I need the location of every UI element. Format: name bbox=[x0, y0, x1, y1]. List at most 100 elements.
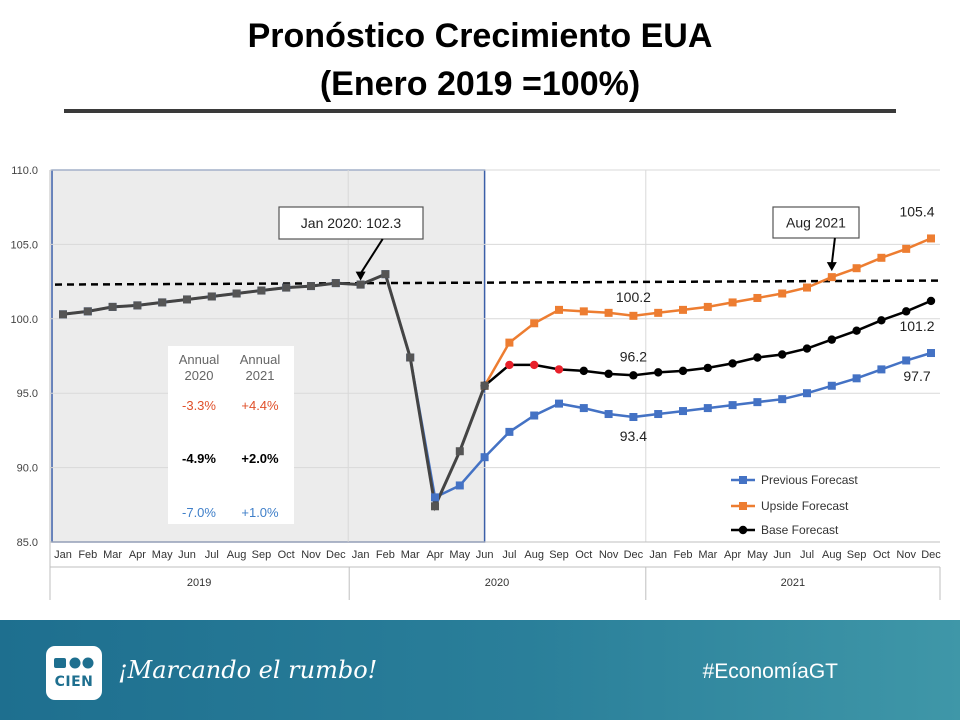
point-label: 100.2 bbox=[616, 289, 651, 305]
x-tick-label: May bbox=[747, 549, 768, 561]
previous-forecast-point bbox=[778, 395, 787, 404]
previous-forecast-point bbox=[852, 374, 861, 383]
x-tick-label: Sep bbox=[847, 549, 867, 561]
annual-table-cell: +2.0% bbox=[241, 451, 279, 466]
annual-table-header: 2020 bbox=[185, 368, 214, 383]
point-label: 96.2 bbox=[620, 348, 647, 364]
x-tick-label: May bbox=[152, 549, 173, 561]
x-tick-label: Dec bbox=[326, 549, 346, 561]
previous-forecast-point bbox=[877, 365, 886, 374]
historical-actual-point bbox=[356, 280, 365, 289]
previous-forecast-point bbox=[455, 481, 464, 490]
x-tick-label: Sep bbox=[549, 549, 569, 561]
annual-table-cell: -7.0% bbox=[182, 505, 216, 520]
point-label: 93.4 bbox=[620, 428, 647, 444]
historical-actual-point bbox=[59, 310, 67, 319]
x-tick-label: Feb bbox=[78, 549, 97, 561]
base-forecast-point bbox=[505, 360, 514, 370]
callout-jan-2020-arrowhead bbox=[355, 271, 366, 281]
upside-forecast-point bbox=[927, 234, 935, 243]
annual-table-cell: -3.3% bbox=[182, 398, 216, 413]
upside-forecast-point bbox=[753, 293, 762, 302]
base-forecast-point bbox=[802, 344, 812, 353]
upside-forecast-point bbox=[728, 298, 737, 307]
logo-text: CIEN bbox=[54, 674, 94, 690]
x-tick-label: Aug bbox=[822, 549, 842, 561]
base-forecast-point bbox=[753, 353, 762, 362]
upside-forecast-point bbox=[579, 307, 588, 316]
historical-actual-point bbox=[480, 381, 489, 390]
upside-forecast-point bbox=[629, 311, 638, 320]
upside-forecast-point bbox=[827, 273, 836, 282]
x-tick-label: Feb bbox=[674, 549, 693, 561]
historical-actual-point bbox=[207, 292, 216, 301]
upside-forecast-point bbox=[902, 244, 911, 253]
upside-forecast-line bbox=[483, 237, 932, 387]
previous-forecast-point bbox=[604, 410, 613, 419]
previous-forecast-point bbox=[703, 404, 712, 413]
x-tick-label: Nov bbox=[896, 549, 916, 561]
base-forecast-point bbox=[629, 371, 638, 380]
x-tick-label: Jul bbox=[800, 549, 814, 561]
annual-table-bg bbox=[168, 346, 294, 524]
annual-table-header: 2021 bbox=[246, 368, 275, 383]
x-tick-label: Oct bbox=[278, 549, 295, 561]
upside-forecast-point bbox=[778, 289, 787, 298]
base-forecast-point bbox=[530, 360, 539, 370]
x-tick-label: Jun bbox=[178, 549, 196, 561]
x-tick-label: Jul bbox=[502, 549, 516, 561]
previous-forecast-point bbox=[827, 381, 836, 390]
historical-actual-point bbox=[282, 283, 291, 292]
x-tick-label: Oct bbox=[873, 549, 890, 561]
x-tick-label: Mar bbox=[103, 549, 122, 561]
x-tick-label: Sep bbox=[252, 549, 272, 561]
y-tick-label: 110.0 bbox=[11, 165, 38, 177]
legend-label: Previous Forecast bbox=[761, 473, 858, 487]
upside-forecast-point bbox=[877, 253, 886, 262]
base-forecast-point bbox=[926, 296, 936, 306]
logo-icon bbox=[54, 657, 94, 669]
callout-aug-2021-arrow bbox=[830, 237, 836, 265]
callout-aug-2021: Aug 2021 bbox=[772, 206, 860, 272]
annual-table-header: Annual bbox=[179, 352, 220, 367]
x-tick-label: Mar bbox=[401, 549, 420, 561]
title-divider bbox=[64, 109, 896, 113]
point-label: 97.7 bbox=[903, 368, 930, 384]
previous-forecast-point bbox=[555, 399, 563, 408]
historical-actual-line bbox=[62, 272, 487, 512]
x-tick-label: Apr bbox=[129, 549, 146, 561]
upside-forecast-point bbox=[654, 308, 663, 317]
previous-forecast-point bbox=[927, 349, 935, 358]
historical-actual-point bbox=[257, 286, 266, 295]
annual-table-cell: -4.9% bbox=[182, 451, 216, 466]
previous-forecast-point bbox=[728, 401, 737, 410]
callout-jan-2020-arrow bbox=[359, 238, 384, 275]
slide-title-line2: (Enero 2019 =100%) bbox=[319, 65, 641, 103]
callout-jan-2020: Jan 2020: 102.3 bbox=[278, 206, 424, 281]
callout-aug-2021-arrowhead bbox=[826, 262, 837, 272]
legend-swatch-marker bbox=[738, 525, 748, 535]
annual-table-cell: +4.4% bbox=[241, 398, 279, 413]
growth-forecast-chart: 85.0 90.0 95.0 100.0 105.0 110.0 Jan Feb Mar Apr M… bbox=[10, 165, 941, 600]
x-tick-label: Jan bbox=[54, 549, 72, 561]
upside-forecast-point bbox=[604, 308, 613, 317]
historical-actual-point bbox=[83, 307, 92, 316]
previous-forecast-point bbox=[629, 413, 638, 422]
callout-jan-2020-text: Jan 2020: 102.3 bbox=[301, 215, 402, 231]
legend-label: Base Forecast bbox=[761, 523, 839, 537]
upside-forecast-point bbox=[505, 338, 514, 347]
base-forecast-point bbox=[579, 366, 588, 376]
historical-actual-point bbox=[381, 270, 390, 279]
x-tick-label: Jan bbox=[352, 549, 370, 561]
x-tick-label: Jul bbox=[205, 549, 219, 561]
previous-forecast-point bbox=[530, 411, 539, 420]
reference-line bbox=[54, 279, 941, 286]
historical-actual-point bbox=[331, 279, 340, 288]
x-tick-label: Nov bbox=[599, 549, 619, 561]
x-tick-label: Apr bbox=[426, 549, 443, 561]
callout-jan-2020-box bbox=[278, 206, 424, 240]
year-label: 2020 bbox=[485, 577, 509, 589]
base-forecast-point bbox=[703, 363, 712, 373]
previous-forecast-point bbox=[480, 453, 489, 462]
previous-forecast-point bbox=[803, 389, 811, 398]
